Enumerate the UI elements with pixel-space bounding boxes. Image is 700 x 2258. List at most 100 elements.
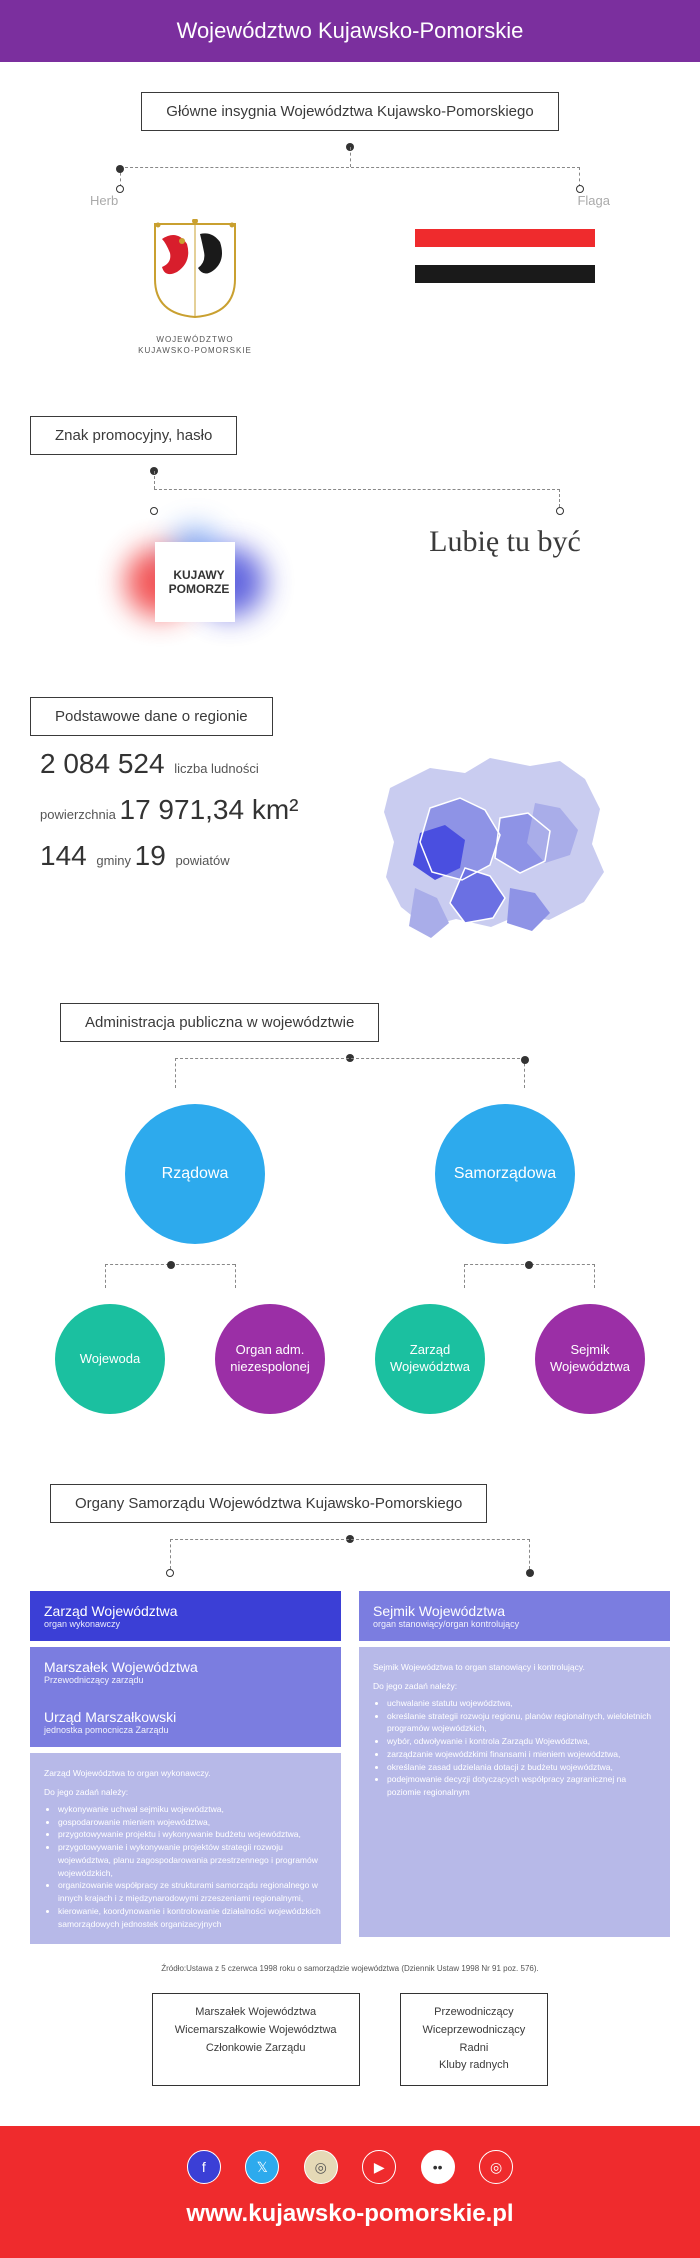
org-left-h1: Zarząd Województwa organ wykonawczy (30, 1591, 341, 1641)
herb-caption-1: WOJEWÓDZTWO (40, 334, 350, 345)
promo-logo-col: KUJAWY POMORZE (40, 527, 350, 637)
org-left-h3-title: Urząd Marszałkowski (44, 1709, 327, 1725)
twitter-icon[interactable]: 𝕏 (245, 2150, 279, 2184)
org-right-tasks: uchwalanie statutu województwa, określan… (373, 1697, 656, 1799)
admin-sub-row: Wojewoda Organ adm. niezespolonej Zarząd… (0, 1294, 700, 1454)
bbox-line: Kluby radnych (423, 2057, 526, 2075)
org-right-task: wybór, odwoływanie i kontrola Zarządu Wo… (387, 1735, 656, 1748)
flag-stripe-white (415, 247, 595, 265)
social-row: f 𝕏 ◎ ▶ •• ◎ (0, 2150, 700, 2185)
promo-slogan-col: Lubię tu być (350, 527, 660, 557)
bbox-line: Wicemarszałkowie Województwa (175, 2022, 337, 2040)
org-left-tasks: wykonywanie uchwał sejmiku województwa, … (44, 1803, 327, 1931)
map-icon (360, 748, 620, 948)
page-title: Województwo Kujawsko-Pomorskie (177, 18, 524, 43)
herb-label: Herb (90, 193, 118, 208)
bbox-line: Członkowie Zarządu (175, 2040, 337, 2058)
area-label: powierzchnia (40, 807, 116, 822)
insignia-row: WOJEWÓDZTWO KUJAWSKO-POMORSKIE (0, 199, 700, 386)
org-left-h1-sub: organ wykonawczy (44, 1619, 327, 1629)
herb-caption-2: KUJAWSKO-POMORSKIE (40, 345, 350, 356)
flag-stripe-red (415, 229, 595, 247)
instagram-icon[interactable]: ◎ (304, 2150, 338, 2184)
section-title-region: Podstawowe dane o regionie (30, 697, 273, 736)
org-left-h3-sub: jednostka pomocnicza Zarządu (44, 1725, 327, 1735)
org-left-h1-title: Zarząd Województwa (44, 1603, 327, 1619)
org-right-tasks-label: Do jego zadań należy: (373, 1680, 656, 1693)
region-stats-text: 2 084 524 liczba ludności powierzchnia 1… (40, 748, 340, 953)
admin-section: Administracja publiczna w województwie (0, 973, 700, 1054)
source-text: Źródło:Ustawa z 5 czerwca 1998 roku o sa… (0, 1954, 700, 1983)
bottom-box-right: Przewodniczący Wiceprzewodniczący Radni … (400, 1993, 549, 2085)
powiaty-value: 19 (135, 840, 166, 871)
org-left-task: przygotowywanie i wykonywanie projektów … (58, 1841, 327, 1879)
page-footer: f 𝕏 ◎ ▶ •• ◎ www.kujawsko-pomorskie.pl (0, 2126, 700, 2258)
population-label: liczba ludności (174, 761, 259, 776)
gminy-value: 144 (40, 840, 87, 871)
bottom-boxes: Marszałek Województwa Wicemarszałkowie W… (0, 1983, 700, 2125)
org-right-task: podejmowanie decyzji dotyczących współpr… (387, 1773, 656, 1799)
youtube-icon[interactable]: ▶ (362, 2150, 396, 2184)
circle-samorzadowa: Samorządowa (435, 1104, 575, 1244)
bbox-line: Marszałek Województwa (175, 2004, 337, 2022)
org-right-body: Sejmik Województwa to organ stanowiący i… (359, 1647, 670, 1937)
bbox-line: Radni (423, 2040, 526, 2058)
section-title-insignia: Główne insygnia Województwa Kujawsko-Pom… (141, 92, 558, 131)
gminy-label: gminy (96, 853, 131, 868)
admin-connector-1 (80, 1054, 620, 1094)
circle-zarzad: Zarząd Województwa (375, 1304, 485, 1414)
org-right-h1: Sejmik Województwa organ stanowiący/orga… (359, 1591, 670, 1641)
circle-rzadowa: Rządowa (125, 1104, 265, 1244)
insignia-section: Główne insygnia Województwa Kujawsko-Pom… (0, 62, 700, 143)
org-left-task: kierowanie, koordynowanie i kontrolowani… (58, 1905, 327, 1931)
org-left-body: Zarząd Województwa to organ wykonawczy. … (30, 1753, 341, 1944)
flaga-label: Flaga (577, 193, 610, 208)
population-value: 2 084 524 (40, 748, 165, 779)
org-left-h2: Marszałek Województwa Przewodniczący zar… (30, 1647, 341, 1697)
region-map (360, 748, 660, 953)
org-right-task: określanie strategii rozwoju regionu, pl… (387, 1710, 656, 1736)
section-title-organs: Organy Samorządu Województwa Kujawsko-Po… (50, 1484, 487, 1523)
section-title-promo: Znak promocyjny, hasło (30, 416, 237, 455)
promo-slogan: Lubię tu być (350, 527, 660, 557)
organs-section: Organy Samorządu Województwa Kujawsko-Po… (0, 1454, 700, 1535)
region-section: Podstawowe dane o regionie (0, 667, 700, 748)
org-right-task: uchwalanie statutu województwa, (387, 1697, 656, 1710)
promo-connector (60, 467, 640, 517)
admin-top-row: Rządowa Samorządowa (0, 1094, 700, 1254)
org-left-h2-sub: Przewodniczący zarządu (44, 1675, 327, 1685)
org-right-task: zarządzanie wojewódzkimi finansami i mie… (387, 1748, 656, 1761)
org-right-intro: Sejmik Województwa to organ stanowiący i… (373, 1661, 656, 1674)
org-left-task: organizowanie współpracy ze strukturami … (58, 1879, 327, 1905)
org-left-intro: Zarząd Województwa to organ wykonawczy. (44, 1767, 327, 1780)
promo-logo-line1: KUJAWY (163, 568, 235, 582)
page-header: Województwo Kujawsko-Pomorskie (0, 0, 700, 62)
bottom-box-left: Marszałek Województwa Wicemarszałkowie W… (152, 1993, 360, 2085)
organs-columns: Zarząd Województwa organ wykonawczy Mars… (0, 1581, 700, 1954)
flickr-icon[interactable]: •• (421, 2150, 455, 2184)
promo-row: KUJAWY POMORZE Lubię tu być (0, 517, 700, 667)
facebook-icon[interactable]: f (187, 2150, 221, 2184)
section-title-admin: Administracja publiczna w województwie (60, 1003, 379, 1042)
insignia-connector: Herb Flaga (60, 143, 640, 199)
herb-icon (150, 219, 240, 319)
admin-connector-2 (60, 1254, 640, 1294)
footer-url[interactable]: www.kujawsko-pomorskie.pl (0, 2200, 700, 2228)
promo-logo-line2: POMORZE (163, 582, 235, 596)
herb-col: WOJEWÓDZTWO KUJAWSKO-POMORSKIE (40, 209, 350, 356)
region-stats: 2 084 524 liczba ludności powierzchnia 1… (0, 748, 700, 973)
org-right-task: określanie zasad udzielania dotacji z bu… (387, 1761, 656, 1774)
circle-sejmik: Sejmik Województwa (535, 1304, 645, 1414)
promo-logo: KUJAWY POMORZE (115, 527, 275, 637)
bbox-line: Przewodniczący (423, 2004, 526, 2022)
org-left-h3: Urząd Marszałkowski jednostka pomocnicza… (30, 1697, 341, 1747)
promo-section: Znak promocyjny, hasło (0, 386, 700, 467)
instagram2-icon[interactable]: ◎ (479, 2150, 513, 2184)
bbox-line: Wiceprzewodniczący (423, 2022, 526, 2040)
org-right-h1-sub: organ stanowiący/organ kontrolujący (373, 1619, 656, 1629)
circle-wojewoda: Wojewoda (55, 1304, 165, 1414)
org-left-task: gospodarowanie mieniem województwa, (58, 1816, 327, 1829)
organs-right-col: Sejmik Województwa organ stanowiący/orga… (359, 1591, 670, 1944)
org-left-task: wykonywanie uchwał sejmiku województwa, (58, 1803, 327, 1816)
flaga-col (350, 209, 660, 283)
